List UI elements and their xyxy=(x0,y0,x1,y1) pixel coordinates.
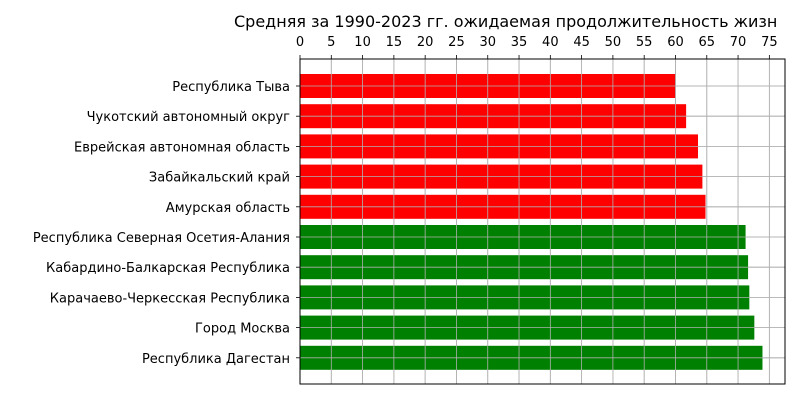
x-tick-label: 5 xyxy=(327,35,335,50)
x-axis-ticks: 0 5 10 15 20 25 30 35 40 45 50 55 60 65 70 75 xyxy=(296,35,778,59)
x-tick-label: 15 xyxy=(386,35,403,50)
x-tick-label: 50 xyxy=(605,35,622,50)
y-axis-categories: Республика Тыва Чукотский автономный окру… xyxy=(33,80,300,367)
category-label: Карачаево-Черкесская Республика xyxy=(50,291,290,306)
x-tick-label: 45 xyxy=(573,35,590,50)
x-tick-label: 70 xyxy=(730,35,747,50)
x-tick-label: 0 xyxy=(296,35,304,50)
x-tick-label: 60 xyxy=(667,35,684,50)
category-label: Город Москва xyxy=(195,322,290,337)
x-tick-label: 30 xyxy=(479,35,496,50)
x-tick-label: 10 xyxy=(354,35,371,50)
x-tick-label: 40 xyxy=(542,35,559,50)
bars xyxy=(300,74,763,370)
x-tick-label: 75 xyxy=(761,35,778,50)
x-tick-label: 65 xyxy=(699,35,716,50)
plot-area-frame xyxy=(299,58,786,385)
category-label: Кабардино-Балкарская Республика xyxy=(46,261,290,276)
x-tick-label: 55 xyxy=(636,35,653,50)
category-label: Забайкальский край xyxy=(149,171,290,186)
category-label: Амурская область xyxy=(166,201,290,216)
category-label: Еврейская автономная область xyxy=(74,140,290,155)
category-label: Чукотский автономный округ xyxy=(87,110,291,125)
x-tick-label: 25 xyxy=(448,35,465,50)
chart-title: Средняя за 1990-2023 гг. ожидаемая продо… xyxy=(234,12,777,31)
category-label: Республика Северная Осетия-Алания xyxy=(33,231,290,246)
x-tick-label: 35 xyxy=(511,35,528,50)
category-label: Республика Тыва xyxy=(172,80,290,95)
x-tick-label: 20 xyxy=(417,35,434,50)
category-label: Республика Дагестан xyxy=(142,352,290,367)
